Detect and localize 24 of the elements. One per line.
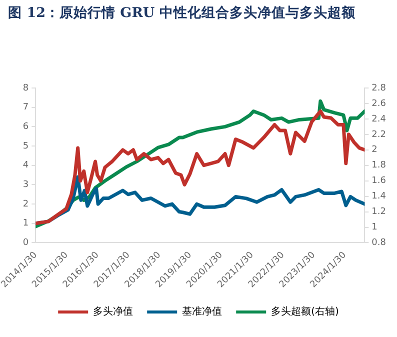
- y2-tick-label: 1.6: [372, 176, 386, 186]
- y2-tick-label: 2.8: [372, 83, 386, 94]
- y2-tick-label: 0.8: [372, 238, 386, 248]
- y-tick-label: 1: [22, 218, 29, 229]
- y2-tick-label: 1: [372, 222, 378, 233]
- y2-tick-label: 1.8: [372, 160, 386, 171]
- chart-title: 图 12：原始行情 GRU 中性化组合多头净值与多头超额: [7, 4, 356, 23]
- y-tick-label: 3: [22, 180, 29, 190]
- legend-label: 基准净值: [182, 306, 222, 318]
- y-tick-label: 0: [22, 238, 29, 248]
- y-tick-label: 8: [22, 83, 29, 94]
- y-tick-label: 2: [22, 199, 29, 210]
- y2-tick-label: 2.6: [372, 98, 386, 109]
- y2-tick-label: 2: [372, 145, 378, 156]
- y2-tick-label: 1.2: [372, 207, 386, 218]
- y-tick-label: 7: [22, 102, 29, 113]
- y2-tick-label: 1.4: [372, 192, 386, 202]
- legend-label: 多头超额(右轴): [271, 306, 339, 318]
- y-tick-label: 5: [22, 141, 29, 152]
- y2-tick-label: 2.4: [372, 114, 386, 124]
- y2-tick-label: 2.2: [372, 130, 386, 140]
- y-tick-label: 6: [22, 122, 29, 132]
- y-tick-label: 4: [22, 160, 29, 171]
- legend-label: 多头净值: [93, 306, 134, 318]
